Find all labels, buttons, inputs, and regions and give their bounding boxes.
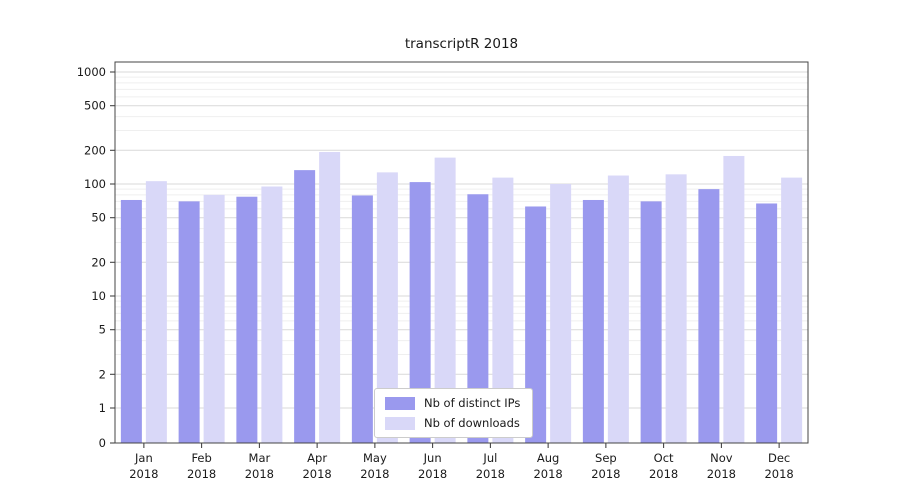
bar-distinct-ips (236, 196, 258, 443)
bar-downloads (723, 155, 745, 444)
bar-distinct-ips (756, 203, 778, 443)
x-tick-label: Sep 2018 (591, 451, 620, 481)
bar-downloads (550, 184, 572, 443)
x-tick-label: Mar 2018 (245, 451, 274, 481)
legend-swatch-distinct-ips (385, 396, 415, 410)
bar-distinct-ips (525, 206, 547, 443)
bar-downloads (145, 181, 167, 443)
x-tick-label: Aug 2018 (533, 451, 562, 481)
x-tick-label: Feb 2018 (187, 451, 216, 481)
bar-distinct-ips (351, 195, 373, 443)
bar-downloads (319, 152, 341, 443)
x-tick-label: Jan 2018 (129, 451, 158, 481)
y-tick-label: 1000 (77, 65, 106, 79)
x-tick-label: May 2018 (360, 451, 389, 481)
legend-label-distinct-ips: Nb of distinct IPs (424, 396, 521, 410)
y-tick-label: 1 (99, 401, 106, 415)
bar-downloads (781, 177, 803, 444)
y-tick-label: 2 (99, 367, 106, 381)
bar-distinct-ips (698, 189, 720, 443)
bar-distinct-ips (409, 182, 431, 443)
y-tick-label: 5 (99, 323, 106, 337)
bar-downloads (376, 172, 398, 444)
bar-downloads (607, 175, 629, 443)
legend-swatch-downloads (385, 416, 415, 430)
y-tick-label: 100 (84, 177, 106, 191)
legend-item-distinct-ips: Nb of distinct IPs (385, 396, 520, 410)
bar-downloads (492, 177, 514, 444)
x-tick-label: Dec 2018 (764, 451, 793, 481)
plot-border (114, 61, 809, 444)
bar-distinct-ips (467, 194, 489, 443)
y-tick-label: 500 (84, 99, 106, 113)
x-tick-label: Oct 2018 (649, 451, 678, 481)
x-tick-label: Jul 2018 (476, 451, 505, 481)
y-tick-label: 0 (99, 436, 106, 450)
bar-distinct-ips (294, 170, 316, 444)
legend-label-downloads: Nb of downloads (424, 416, 520, 430)
legend-item-downloads: Nb of downloads (385, 416, 520, 430)
y-tick-label: 20 (91, 255, 106, 269)
y-tick-label: 200 (84, 143, 106, 157)
bar-distinct-ips (178, 201, 200, 443)
bar-distinct-ips (582, 199, 604, 443)
bar-distinct-ips (120, 199, 142, 443)
legend: Nb of distinct IPs Nb of downloads (374, 388, 534, 438)
bar-downloads (434, 157, 456, 443)
x-tick-label: Jun 2018 (418, 451, 447, 481)
bar-downloads (261, 186, 283, 444)
x-tick-label: Apr 2018 (302, 451, 331, 481)
chart-title: transcriptR 2018 (404, 36, 519, 52)
y-tick-label: 50 (91, 211, 106, 225)
bar-downloads (665, 174, 687, 443)
x-tick-label: Nov 2018 (707, 451, 736, 481)
bar-downloads (203, 194, 225, 443)
bar-distinct-ips (640, 201, 662, 443)
y-tick-label: 10 (91, 289, 106, 303)
